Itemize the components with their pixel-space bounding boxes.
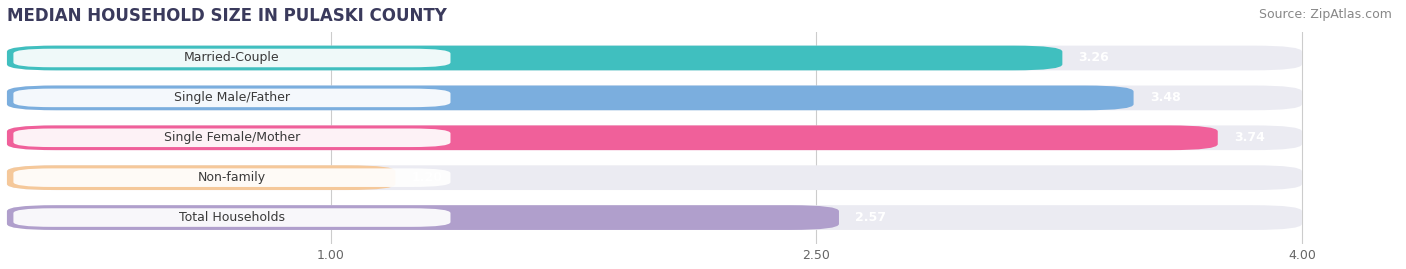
Text: Single Female/Mother: Single Female/Mother — [165, 131, 299, 144]
FancyBboxPatch shape — [7, 165, 1302, 190]
Text: Single Male/Father: Single Male/Father — [174, 91, 290, 104]
Text: 3.48: 3.48 — [1150, 91, 1181, 104]
FancyBboxPatch shape — [14, 49, 450, 67]
FancyBboxPatch shape — [7, 46, 1063, 70]
FancyBboxPatch shape — [14, 208, 450, 227]
FancyBboxPatch shape — [7, 205, 839, 230]
FancyBboxPatch shape — [14, 168, 450, 187]
FancyBboxPatch shape — [7, 125, 1218, 150]
Text: 3.26: 3.26 — [1078, 51, 1109, 65]
Text: 3.74: 3.74 — [1234, 131, 1265, 144]
FancyBboxPatch shape — [14, 129, 450, 147]
Text: 2.57: 2.57 — [855, 211, 886, 224]
FancyBboxPatch shape — [7, 205, 1302, 230]
FancyBboxPatch shape — [7, 46, 1302, 70]
FancyBboxPatch shape — [7, 165, 395, 190]
Text: 1.20: 1.20 — [412, 171, 443, 184]
Text: Non-family: Non-family — [198, 171, 266, 184]
FancyBboxPatch shape — [14, 89, 450, 107]
FancyBboxPatch shape — [7, 86, 1302, 110]
Text: Married-Couple: Married-Couple — [184, 51, 280, 65]
FancyBboxPatch shape — [7, 125, 1302, 150]
FancyBboxPatch shape — [7, 86, 1133, 110]
Text: Source: ZipAtlas.com: Source: ZipAtlas.com — [1258, 8, 1392, 21]
Text: MEDIAN HOUSEHOLD SIZE IN PULASKI COUNTY: MEDIAN HOUSEHOLD SIZE IN PULASKI COUNTY — [7, 7, 447, 25]
Text: Total Households: Total Households — [179, 211, 285, 224]
